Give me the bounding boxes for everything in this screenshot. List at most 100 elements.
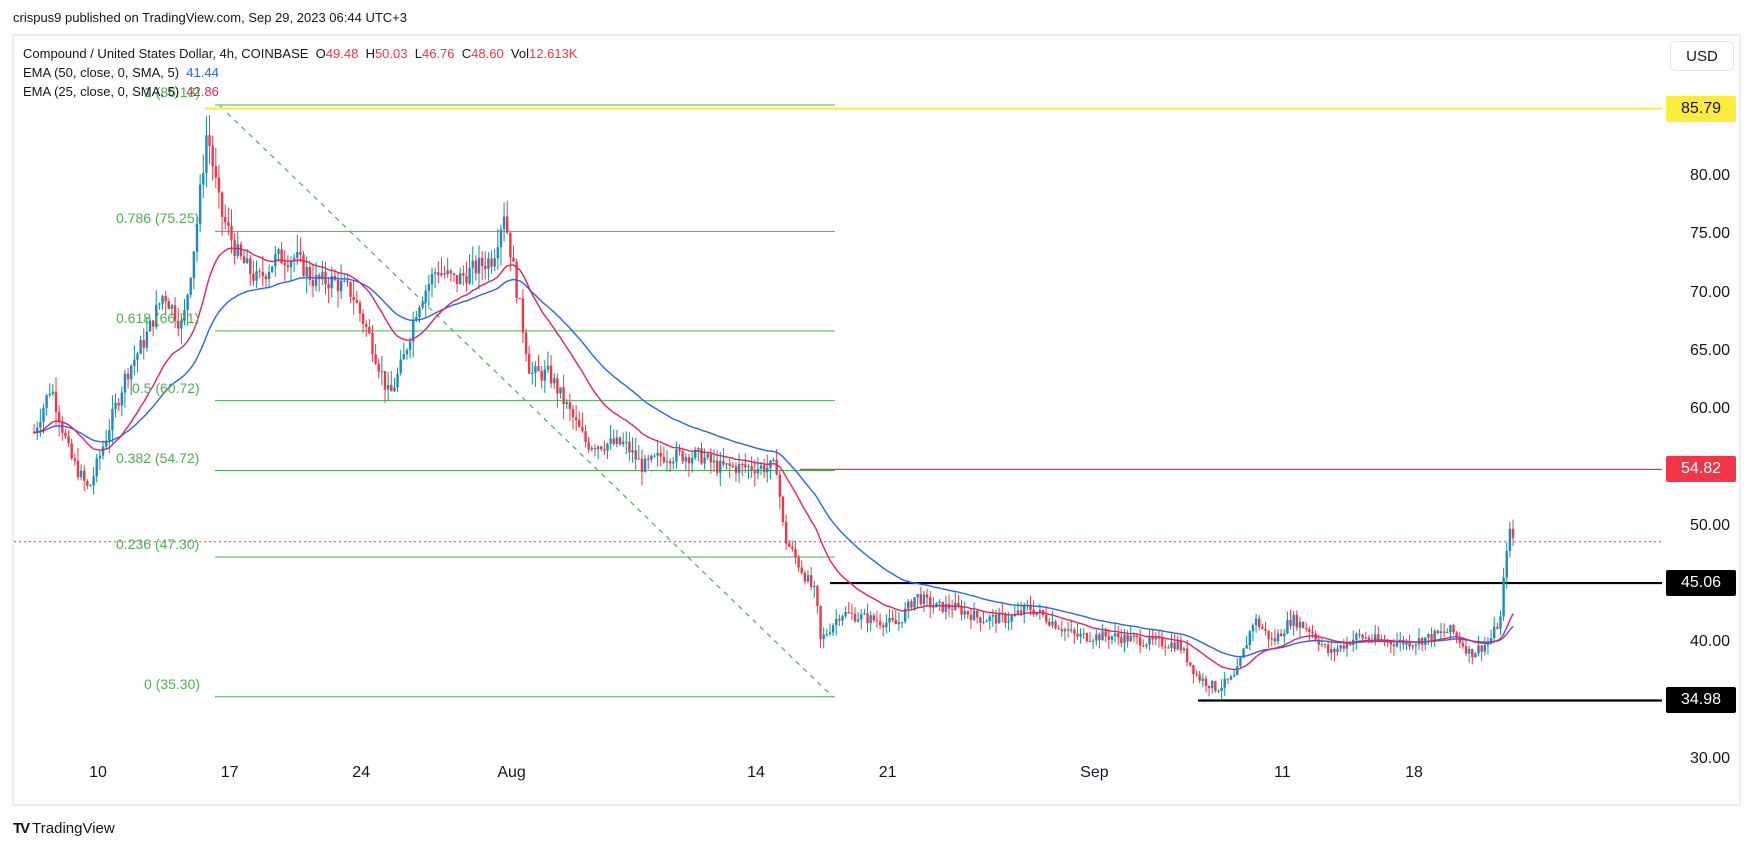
candle-body xyxy=(809,575,813,587)
candle-body xyxy=(1085,633,1089,641)
candle-body xyxy=(415,316,418,321)
candle-body xyxy=(581,426,584,432)
candle-body xyxy=(487,258,490,269)
candle-body xyxy=(437,272,440,276)
candle-body xyxy=(1117,633,1120,638)
candle-body xyxy=(405,350,409,355)
candle-body xyxy=(788,543,791,547)
candle-body xyxy=(48,393,51,396)
candle-body xyxy=(543,369,547,381)
candle-body xyxy=(155,304,158,327)
candle-body xyxy=(866,613,869,624)
candle-body xyxy=(1211,681,1214,689)
fib-level-label: 0.5 (60.72) xyxy=(132,379,200,396)
candle-body xyxy=(1157,637,1161,639)
candle-body xyxy=(932,607,935,609)
candle-body xyxy=(603,449,606,451)
candle-body xyxy=(455,274,459,284)
candle-body xyxy=(781,496,785,522)
candle-body xyxy=(386,384,390,390)
candle-body xyxy=(1317,639,1320,645)
candle-body xyxy=(775,459,778,475)
candle-body xyxy=(111,408,114,431)
candle-body xyxy=(1220,687,1223,691)
candle-body xyxy=(192,251,196,279)
price-axis-tick: 80.00 xyxy=(1689,167,1730,184)
candle-body xyxy=(1339,645,1342,649)
candle-body xyxy=(346,280,349,283)
candle-body xyxy=(1057,628,1060,630)
candle-body xyxy=(800,567,803,573)
candle-body xyxy=(86,480,89,486)
candle-body xyxy=(393,387,396,392)
candle-body xyxy=(600,446,603,450)
candle-body xyxy=(819,605,822,640)
candle-body xyxy=(1355,633,1358,640)
candle-body xyxy=(778,474,782,497)
candle-body xyxy=(609,438,612,444)
candle-body xyxy=(1048,621,1051,626)
candle-body xyxy=(368,326,371,334)
price-level-tag: 54.82 xyxy=(1666,456,1736,483)
candle-body xyxy=(518,298,521,300)
candle-body xyxy=(1405,640,1408,645)
candle-body xyxy=(1226,678,1230,680)
candle-body xyxy=(888,617,891,623)
candle-body xyxy=(1182,648,1186,651)
candle-body xyxy=(1098,634,1101,641)
candle-body xyxy=(919,594,923,605)
candle-body xyxy=(1499,616,1502,629)
candle-body xyxy=(1079,633,1082,637)
candle-body xyxy=(1179,641,1183,651)
tradingview-branding[interactable]: TV TradingView xyxy=(13,820,115,837)
candle-body xyxy=(813,586,816,588)
ema25-row[interactable]: EMA (25, close, 0, SMA, 5) 42.86 xyxy=(23,82,577,101)
candle-body xyxy=(1414,644,1418,646)
price-level-tag: 34.98 xyxy=(1666,687,1736,714)
time-axis-tick: 17 xyxy=(220,764,239,781)
candle-body xyxy=(402,354,406,360)
candle-body xyxy=(296,252,299,258)
currency-button[interactable]: USD xyxy=(1670,41,1734,71)
candle-body xyxy=(678,449,681,452)
candle-body xyxy=(1464,646,1468,654)
candle-body xyxy=(1358,633,1361,635)
candle-body xyxy=(1173,642,1176,650)
candle-body xyxy=(311,279,315,287)
candle-body xyxy=(418,307,421,317)
candle-body xyxy=(377,363,380,372)
low-value: 46.76 xyxy=(421,46,455,61)
candle-body xyxy=(1295,614,1299,628)
chart-frame[interactable] xyxy=(12,34,1741,806)
symbol-title[interactable]: Compound / United States Dollar, 4h, COI… xyxy=(23,46,309,61)
candle-body xyxy=(1148,636,1151,645)
candle-body xyxy=(430,273,434,284)
candle-body xyxy=(553,378,556,384)
tradingview-name: TradingView xyxy=(32,820,115,837)
candle-body xyxy=(76,460,80,478)
candle-body xyxy=(534,366,537,373)
candle-body xyxy=(1477,645,1480,654)
candle-body xyxy=(227,222,230,226)
candle-body xyxy=(1076,633,1079,637)
candle-body xyxy=(1511,528,1515,538)
chart-legend: Compound / United States Dollar, 4h, COI… xyxy=(23,44,577,101)
candle-body xyxy=(1135,635,1139,638)
ema50-row[interactable]: EMA (50, close, 0, SMA, 5) 41.44 xyxy=(23,63,577,82)
candle-body xyxy=(186,294,189,311)
candle-body xyxy=(885,622,888,628)
candle-body xyxy=(217,177,221,193)
time-axis-tick: 10 xyxy=(89,764,107,781)
candle-body xyxy=(822,634,825,640)
candle-body xyxy=(1474,653,1477,658)
fib-level-label: 0.236 (47.30) xyxy=(116,535,200,552)
candle-body xyxy=(944,603,948,612)
time-axis-tick: 24 xyxy=(352,764,371,781)
candle-body xyxy=(352,296,355,301)
candle-body xyxy=(994,615,998,624)
price-level-tag: 85.79 xyxy=(1666,95,1736,122)
fib-trend-line xyxy=(219,105,834,698)
candle-body xyxy=(195,223,199,252)
candle-body xyxy=(734,466,738,473)
